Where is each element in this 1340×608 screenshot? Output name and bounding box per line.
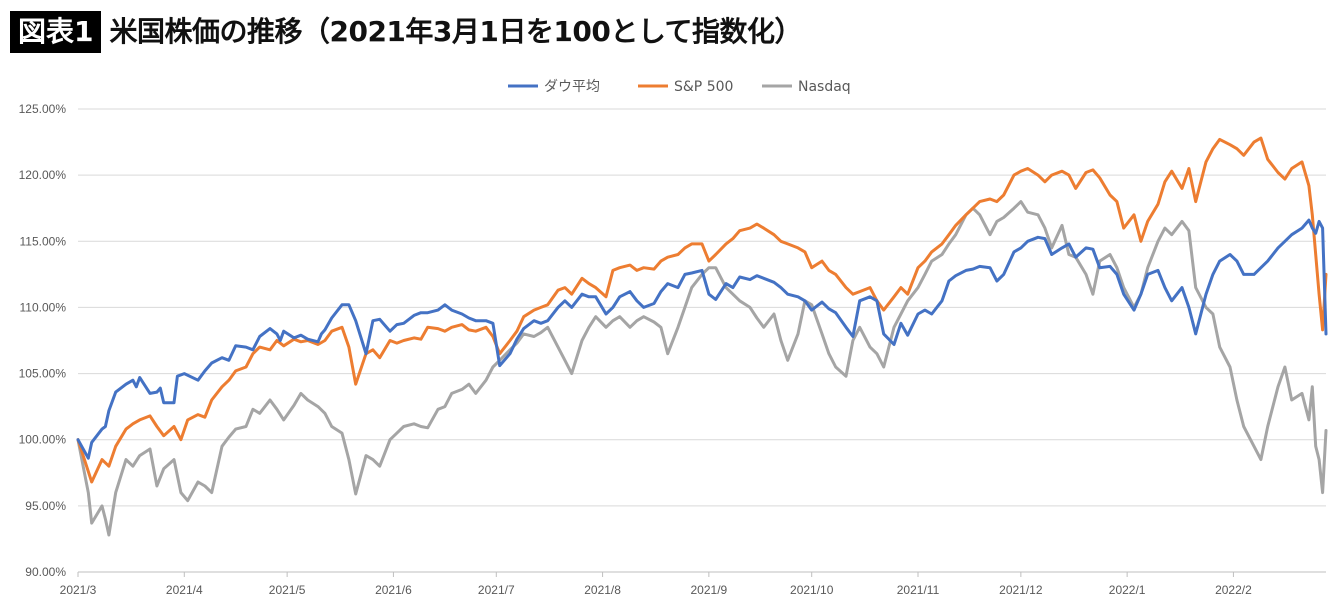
legend-label: ダウ平均 (544, 79, 600, 95)
x-tick-label: 2022/2 (1215, 583, 1252, 597)
series-lines (76, 136, 1328, 537)
y-tick-label: 100.00% (19, 433, 67, 447)
x-tick-label: 2022/1 (1109, 583, 1146, 597)
x-tick-label: 2021/9 (691, 583, 728, 597)
x-tick-label: 2021/12 (999, 583, 1043, 597)
series-line-0 (76, 218, 1328, 460)
figure-badge: 図表1 (10, 11, 102, 53)
series-line-1 (76, 136, 1328, 484)
y-tick-label: 95.00% (25, 499, 66, 513)
y-tick-label: 110.00% (20, 300, 67, 314)
x-tick-label: 2021/3 (60, 583, 97, 597)
x-tick-label: 2021/4 (166, 583, 203, 597)
y-tick-label: 125.00% (19, 102, 67, 116)
x-tick-label: 2021/6 (375, 583, 412, 597)
legend: ダウ平均 S&P 500 Nasdaq (508, 79, 851, 95)
gridlines (78, 108, 1326, 573)
y-tick-label: 115.00% (20, 234, 67, 248)
legend-label: S&P 500 (674, 79, 733, 95)
y-tick-label: 105.00% (19, 367, 67, 381)
legend-label: Nasdaq (798, 79, 851, 95)
series-line-2 (76, 200, 1328, 537)
chart-title: 米国株価の推移（2021年3月1日を100として指数化） (109, 15, 802, 48)
x-axis-ticks: 2021/3 2021/4 2021/5 2021/6 2021/7 2021/8 2021… (60, 572, 1252, 597)
x-tick-label: 2021/8 (584, 583, 621, 597)
x-tick-label: 2021/7 (478, 583, 515, 597)
chart-header: 図表1 米国株価の推移（2021年3月1日を100として指数化） (10, 10, 802, 54)
y-tick-label: 90.00% (25, 565, 66, 579)
x-tick-label: 2021/5 (269, 583, 306, 597)
x-tick-label: 2021/10 (790, 583, 834, 597)
x-tick-label: 2021/11 (897, 583, 940, 597)
y-axis-ticks: 90.00% 95.00% 100.00% 105.00% 110.00% 115.00%… (19, 102, 67, 579)
y-tick-label: 120.00% (19, 168, 67, 182)
